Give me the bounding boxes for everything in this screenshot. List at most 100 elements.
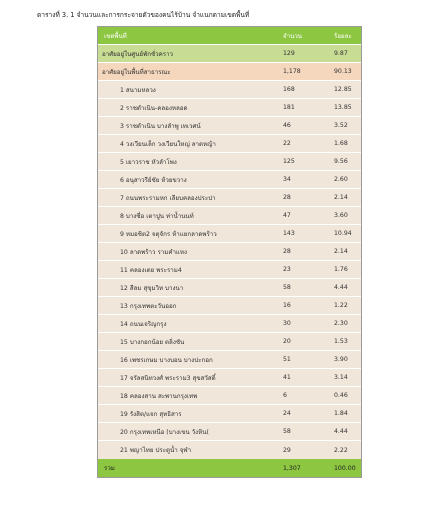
area-count: 181 — [283, 104, 295, 111]
area-count: 47 — [283, 212, 291, 219]
area-name: 16 เพชรเกษม บางบอน บางปะกอก — [120, 356, 213, 364]
area-name: 7 ถนนพระรามหก เลียบคลองประปา — [120, 194, 216, 202]
area-count: 34 — [283, 176, 291, 183]
area-percent: 13.85 — [334, 104, 352, 111]
area-count: 30 — [283, 320, 291, 327]
table-row: 11 คลองเตย พระราม4 23 1.76 — [98, 261, 361, 279]
area-name: 18 คลองสาน สะพานกรุงเทพ — [120, 392, 198, 400]
table-row: 12 สีลม สุขุมวิท บางนา 58 4.44 — [98, 279, 361, 297]
header-area: เขตพื้นที่ — [104, 32, 127, 40]
table-row: 17 จรัลสนิทวงศ์ พระราม3 สุขสวัสดิ์ 41 3.14 — [98, 369, 361, 387]
area-count: 24 — [283, 410, 291, 417]
area-percent: 12.85 — [334, 86, 352, 93]
table-row: 18 คลองสาน สะพานกรุงเทพ 6 0.46 — [98, 387, 361, 405]
area-percent: 4.44 — [334, 284, 348, 291]
area-percent: 3.52 — [334, 122, 348, 129]
table-row: 5 เยาวราช หัวลำโพง 125 9.56 — [98, 153, 361, 171]
table-row: 21 พญาไทย ประตูน้ำ จุฬา 29 2.22 — [98, 441, 361, 459]
area-percent: 2.14 — [334, 248, 348, 255]
area-name: 3 ราชดำเนิน บางลำพู เทเวศน์ — [120, 122, 201, 130]
area-name: 8 บางซื่อ เตาปูน ท่าน้ำนนท์ — [120, 212, 194, 220]
area-name: 14 ถนนเจริญกรุง — [120, 320, 167, 328]
area-count: 168 — [283, 86, 295, 93]
table-row: 8 บางซื่อ เตาปูน ท่าน้ำนนท์ 47 3.60 — [98, 207, 361, 225]
group-percent: 9.87 — [334, 50, 348, 57]
table-row: 15 บางกอกน้อย ตลิ่งชัน 20 1.53 — [98, 333, 361, 351]
table-row: 3 ราชดำเนิน บางลำพู เทเวศน์ 46 3.52 — [98, 117, 361, 135]
homeless-distribution-table: เขตพื้นที่ จำนวน ร้อยละ อาศัยอยู่ในศูนย์… — [97, 26, 362, 478]
area-name: 15 บางกอกน้อย ตลิ่งชัน — [120, 338, 185, 346]
group-count: 129 — [283, 50, 295, 57]
area-percent: 1.22 — [334, 302, 348, 309]
table-row: 1 สนามหลวง 168 12.85 — [98, 81, 361, 99]
area-percent: 1.76 — [334, 266, 348, 273]
area-count: 22 — [283, 140, 291, 147]
area-count: 28 — [283, 248, 291, 255]
table-row: 16 เพชรเกษม บางบอน บางปะกอก 51 3.90 — [98, 351, 361, 369]
area-count: 46 — [283, 122, 291, 129]
total-count: 1,307 — [283, 464, 301, 472]
area-name: 10 ลาดพร้าว รามคำแหง — [120, 248, 188, 256]
area-name: 5 เยาวราช หัวลำโพง — [120, 158, 177, 166]
group-percent: 90.13 — [334, 68, 352, 75]
table-row: 6 อนุสาวรีย์ชัย ห้วยขวาง 34 2.60 — [98, 171, 361, 189]
area-percent: 3.14 — [334, 374, 348, 381]
area-name: 17 จรัลสนิทวงศ์ พระราม3 สุขสวัสดิ์ — [120, 374, 216, 382]
total-label: รวม — [104, 465, 115, 472]
area-percent: 2.14 — [334, 194, 348, 201]
area-percent: 4.44 — [334, 428, 348, 435]
table-header-row: เขตพื้นที่ จำนวน ร้อยละ — [98, 27, 361, 45]
area-name: 20 กรุงเทพเหนือ (บางเขน วังหิน( — [120, 428, 209, 436]
area-count: 125 — [283, 158, 295, 165]
area-count: 58 — [283, 284, 291, 291]
area-count: 41 — [283, 374, 291, 381]
area-percent: 3.90 — [334, 356, 348, 363]
table-row: 4 วงเวียนเล็ก วงเวียนใหญ่ ลาดหญ้า 22 1.68 — [98, 135, 361, 153]
table-row: 19 รังสิต/แจก สุทธิสาร 24 1.84 — [98, 405, 361, 423]
area-percent: 2.22 — [334, 446, 348, 454]
area-name: 21 พญาไทย ประตูน้ำ จุฬา — [120, 447, 192, 454]
area-count: 16 — [283, 302, 291, 309]
area-count: 6 — [283, 392, 287, 399]
header-percent: ร้อยละ — [334, 32, 352, 40]
area-name: 11 คลองเตย พระราม4 — [120, 266, 182, 274]
area-percent: 1.68 — [334, 140, 348, 147]
area-name: 9 หมอชิต2 จตุจักร ห้าแยกลาดพร้าว — [120, 230, 217, 238]
group-row-shelter: อาศัยอยู่ในศูนย์พักชั่วคราว 129 9.87 — [98, 45, 361, 63]
table-row: 13 กรุงเทพตะวันออก 16 1.22 — [98, 297, 361, 315]
area-percent: 2.30 — [334, 320, 348, 327]
area-name: 6 อนุสาวรีย์ชัย ห้วยขวาง — [120, 176, 187, 184]
group-label: อาศัยอยู่ในพื้นที่สาธารณะ — [102, 68, 171, 76]
table-row: 14 ถนนเจริญกรุง 30 2.30 — [98, 315, 361, 333]
area-name: 2 ราชดำเนิน-คลองหลอด — [120, 104, 188, 112]
area-count: 28 — [283, 194, 291, 201]
table-row: 7 ถนนพระรามหก เลียบคลองประปา 28 2.14 — [98, 189, 361, 207]
area-name: 13 กรุงเทพตะวันออก — [120, 302, 177, 310]
group-label: อาศัยอยู่ในศูนย์พักชั่วคราว — [102, 50, 174, 58]
table-caption: ตารางที่ 3. 1 จำนวนและการกระจายตัวของคนไ… — [37, 11, 250, 19]
total-percent: 100.00 — [334, 464, 356, 472]
area-name: 1 สนามหลวง — [120, 86, 156, 94]
area-count: 58 — [283, 428, 291, 435]
area-percent: 1.84 — [334, 410, 348, 417]
area-name: 19 รังสิต/แจก สุทธิสาร — [120, 410, 182, 418]
area-percent: 3.60 — [334, 212, 348, 219]
area-name: 12 สีลม สุขุมวิท บางนา — [120, 284, 184, 292]
table-row: 20 กรุงเทพเหนือ (บางเขน วังหิน( 58 4.44 — [98, 423, 361, 441]
area-count: 20 — [283, 338, 291, 345]
area-count: 51 — [283, 356, 291, 363]
group-row-public: อาศัยอยู่ในพื้นที่สาธารณะ 1,178 90.13 — [98, 63, 361, 81]
group-count: 1,178 — [283, 68, 301, 75]
area-name: 4 วงเวียนเล็ก วงเวียนใหญ่ ลาดหญ้า — [120, 140, 216, 148]
area-count: 29 — [283, 446, 291, 454]
header-count: จำนวน — [283, 32, 303, 40]
area-percent: 0.46 — [334, 392, 348, 399]
table-row: 2 ราชดำเนิน-คลองหลอด 181 13.85 — [98, 99, 361, 117]
table-row: 9 หมอชิต2 จตุจักร ห้าแยกลาดพร้าว 143 10.94 — [98, 225, 361, 243]
total-row: รวม 1,307 100.00 — [98, 459, 361, 477]
area-percent: 1.53 — [334, 338, 348, 345]
area-count: 23 — [283, 266, 291, 273]
area-percent: 2.60 — [334, 176, 348, 183]
area-percent: 9.56 — [334, 158, 348, 165]
table-row: 10 ลาดพร้าว รามคำแหง 28 2.14 — [98, 243, 361, 261]
